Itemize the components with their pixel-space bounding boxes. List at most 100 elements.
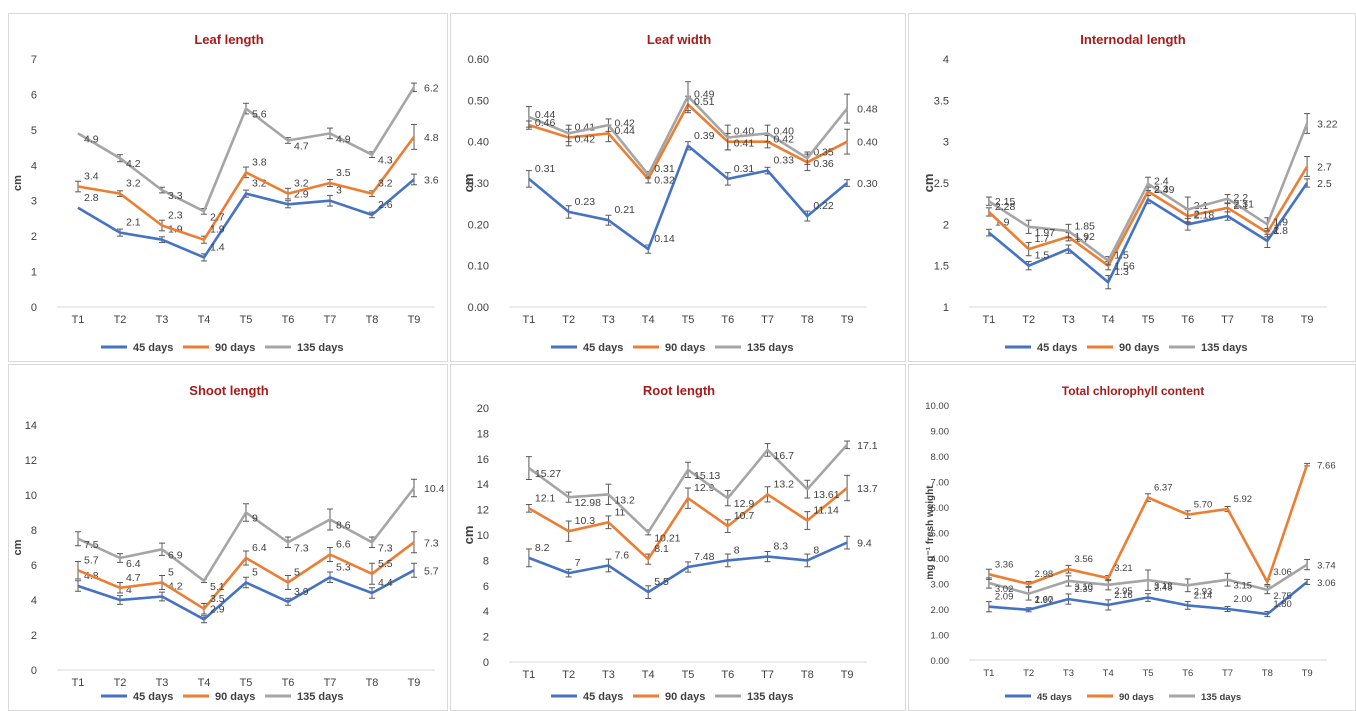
root-length-x-tick-label: T6 [721, 669, 734, 681]
total-chlorophyll-x-tick-label: T7 [1222, 668, 1233, 679]
internodal-length-data-label-135-days: 3.22 [1317, 118, 1338, 130]
leaf-width-data-label-45-days: 0.23 [575, 196, 596, 208]
total-chlorophyll-x-tick-label: T8 [1262, 668, 1273, 679]
leaf-width-data-label-135-days: 0.44 [614, 125, 635, 137]
leaf-length-x-tick-label: T4 [198, 314, 211, 326]
leaf-length-y-tick-label: 2 [31, 231, 37, 243]
root-length-data-label-135-days: 12.9 [734, 498, 755, 510]
leaf-length-data-label-135-days: 3.3 [168, 190, 183, 202]
internodal-length-data-label-45-days: 1.5 [1035, 250, 1050, 262]
leaf-length-series-line-135-days [77, 86, 416, 213]
leaf-width-data-label-135-days: 0.32 [654, 175, 675, 187]
shoot-length-x-tick-label: T4 [198, 677, 211, 689]
total-chlorophyll-data-label-90-days: 3.21 [1114, 563, 1133, 574]
leaf-length-data-label-45-days: 2.1 [126, 217, 141, 229]
internodal-length-x-tick-label: T7 [1221, 314, 1234, 326]
shoot-length-data-label-45-days: 3.9 [294, 586, 309, 598]
shoot-length-data-label-90-days: 7.3 [424, 537, 439, 549]
total-chlorophyll-data-label-135-days: 2.95 [1114, 586, 1133, 597]
total-chlorophyll-data-label-45-days: 1.97 [1035, 595, 1054, 606]
leaf-length-data-label-135-days: 6.2 [424, 82, 439, 94]
total-chlorophyll-series-line-45-days [988, 580, 1308, 616]
root-length-x-tick-label: T8 [801, 669, 814, 681]
root-length-data-label-135-days: 15.13 [694, 470, 720, 482]
shoot-length-x-tick-label: T1 [72, 677, 85, 689]
internodal-length-data-label-90-days: 1.7 [1035, 233, 1050, 245]
chart-panel-internodal-length: Internodal length cm 1 1.5 2 2.5 3 3.5 4 T1 T2 T3 T4… [908, 13, 1356, 362]
leaf-length-data-label-90-days: 3.2 [378, 178, 393, 190]
leaf-length-y-axis-label: cm [12, 175, 24, 191]
leaf-length-data-label-135-days: 4.9 [84, 133, 99, 145]
leaf-width-title: Leaf width [647, 32, 711, 47]
chart-shoot-length: Shoot length cm 0 2 4 6 8 10 12 14 T1 T2 T3 T4 T5 T6 T7 T… [12, 383, 445, 703]
leaf-length-legend-label-90-days: 90 days [215, 342, 255, 354]
total-chlorophyll-data-label-90-days: 5.70 [1194, 500, 1213, 511]
root-length-data-label-45-days: 5.5 [654, 576, 669, 588]
leaf-length-data-label-90-days: 3.5 [336, 167, 351, 179]
root-length-x-tick-label: T1 [522, 669, 535, 681]
internodal-length-x-tick-label: T6 [1181, 314, 1194, 326]
root-length-y-tick-label: 4 [483, 606, 489, 618]
internodal-length-data-label-135-days: 2.49 [1154, 184, 1175, 196]
total-chlorophyll-y-tick-label: 8.00 [931, 452, 950, 463]
leaf-width-y-tick-label: 0.30 [468, 178, 489, 190]
total-chlorophyll-data-label-45-days: 2.45 [1154, 583, 1173, 594]
leaf-length-data-label-90-days: 3.8 [252, 156, 267, 168]
chart-panel-leaf-length: Leaf length cm 0 1 2 3 4 5 6 7 T1 T2 T3 T4 T5 T6 T7 T8 T9 2… [8, 13, 448, 362]
total-chlorophyll-data-label-45-days: 2.09 [995, 592, 1014, 603]
leaf-length-title: Leaf length [194, 32, 263, 47]
root-length-data-label-90-days: 11 [614, 506, 625, 518]
root-length-data-label-90-days: 13.2 [774, 478, 795, 490]
root-length-data-label-45-days: 7.48 [694, 551, 715, 563]
internodal-length-data-label-135-days: 2.28 [995, 201, 1016, 213]
internodal-length-series-line-45-days [988, 182, 1309, 284]
total-chlorophyll-y-tick-label: 9.00 [931, 427, 950, 438]
internodal-length-data-label-90-days: 1.5 [1114, 250, 1129, 262]
root-length-y-tick-label: 10 [477, 530, 489, 542]
leaf-length-y-tick-label: 6 [31, 89, 37, 101]
leaf-length-x-tick-label: T5 [240, 314, 253, 326]
shoot-length-series-line-45-days [77, 569, 415, 621]
leaf-length-x-tick-label: T8 [366, 314, 379, 326]
chart-root-length: Root length cm 0 2 4 6 8 10 12 14 16 18 20 T1 T2 T3 T4 T5… [461, 383, 878, 703]
leaf-length-y-tick-label: 4 [31, 160, 37, 172]
shoot-length-data-label-135-days: 7.5 [84, 539, 99, 551]
leaf-width-x-tick-label: T6 [721, 314, 734, 326]
total-chlorophyll-y-tick-label: 2.00 [931, 605, 950, 616]
shoot-length-series-line-90-days [77, 541, 415, 611]
root-length-x-tick-label: T4 [642, 669, 655, 681]
shoot-length-data-label-90-days: 5 [168, 567, 174, 579]
leaf-length-series-line-45-days [77, 178, 415, 259]
total-chlorophyll-data-label-45-days: 2.00 [1234, 594, 1253, 605]
root-length-data-label-90-days: 13.7 [857, 483, 878, 495]
leaf-width-data-label-45-days: 0.22 [813, 200, 834, 212]
shoot-length-x-tick-label: T3 [156, 677, 169, 689]
root-length-series-line-90-days [528, 486, 848, 561]
leaf-width-data-label-135-days: 0.36 [813, 158, 834, 170]
root-length-y-tick-label: 16 [477, 454, 489, 466]
leaf-width-data-label-135-days: 0.46 [535, 117, 556, 129]
root-length-y-tick-label: 0 [483, 657, 489, 669]
leaf-width-data-label-90-days: 0.44 [535, 109, 556, 121]
shoot-length-data-label-90-days: 3.5 [210, 593, 225, 605]
leaf-width-data-label-135-days: 0.42 [774, 133, 795, 145]
shoot-length-data-label-45-days: 5.7 [424, 565, 439, 577]
total-chlorophyll-data-label-90-days: 5.92 [1234, 494, 1253, 505]
leaf-length-data-label-45-days: 1.4 [210, 241, 225, 253]
total-chlorophyll-data-label-90-days: 6.37 [1154, 483, 1173, 494]
chart-leaf-length: Leaf length cm 0 1 2 3 4 5 6 7 T1 T2 T3 T4 T5 T6 T7 T8 T9 2… [12, 32, 439, 354]
root-length-data-label-90-days: 10.7 [734, 510, 755, 522]
shoot-length-data-label-135-days: 7.3 [294, 542, 309, 554]
chart-panel-total-chlorophyll: Total chlorophyll content mg g⁻¹ fresh we… [908, 364, 1356, 711]
shoot-length-data-label-90-days: 5 [294, 567, 300, 579]
root-length-y-tick-label: 14 [477, 479, 489, 491]
shoot-length-data-label-45-days: 4.4 [378, 577, 393, 589]
leaf-length-legend-label-45-days: 45 days [133, 342, 173, 354]
root-length-data-label-135-days: 13.61 [813, 489, 839, 501]
leaf-width-data-label-45-days: 0.31 [734, 163, 755, 175]
total-chlorophyll-y-tick-label: 4.00 [931, 554, 950, 565]
internodal-length-data-label-90-days: 2.2 [1234, 192, 1249, 204]
root-length-data-label-90-days: 10.3 [575, 515, 596, 527]
leaf-length-x-tick-label: T2 [114, 314, 127, 326]
shoot-length-data-label-135-days: 9 [252, 513, 258, 525]
